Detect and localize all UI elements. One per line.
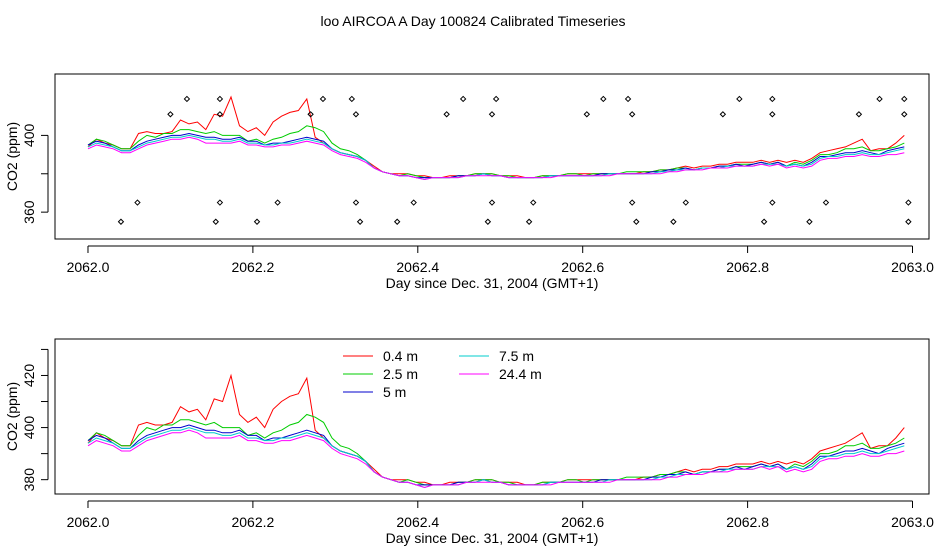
flag-point [600, 95, 607, 103]
flag-point [319, 95, 327, 103]
top-y-axis: 360 400 [21, 124, 49, 224]
bottom-x-axis-label: Day since Dec. 31, 2004 (GMT+1) [386, 530, 599, 546]
flag-point [352, 199, 360, 206]
bottom-y-axis: 380 400 420 [21, 348, 49, 492]
flag-point [769, 95, 776, 103]
flag-point [134, 199, 141, 206]
legend: 0.4 m 2.5 m 5 m 7.5 m 24.4 m [343, 348, 542, 400]
figure-title: loo AIRCOA A Day 100824 Calibrated Times… [320, 13, 625, 29]
flag-point [905, 199, 912, 206]
flag-point [822, 199, 830, 206]
x-tick-label: 2062.8 [726, 259, 769, 275]
flag-point [167, 111, 174, 118]
top-panel: 2062.0 2062.2 2062.4 2062.6 2062.8 2063.0 360… [4, 73, 934, 291]
x-tick-label: 2062.0 [67, 514, 110, 530]
flag-point [307, 111, 314, 118]
flag-point [410, 199, 417, 206]
legend-label: 7.5 m [499, 348, 534, 364]
flag-point [583, 111, 591, 118]
flag-point [212, 218, 219, 225]
flag-point [901, 111, 908, 118]
flag-point [670, 218, 677, 225]
x-tick-label: 2062.6 [561, 514, 604, 530]
top-x-axis-label: Day since Dec. 31, 2004 (GMT+1) [386, 275, 599, 291]
y-tick-label: 380 [21, 468, 37, 492]
bottom-y-axis-label: CO2 (ppm) [4, 382, 20, 451]
flag-point [348, 95, 356, 103]
flag-point [488, 199, 496, 206]
y-tick-label: 420 [21, 364, 37, 388]
x-tick-label: 2062.2 [231, 259, 274, 275]
flag-point [769, 111, 776, 118]
flag-point [183, 95, 191, 103]
bottom-series-lines [87, 373, 905, 489]
bottom-plot-frame [54, 338, 930, 495]
series-line-24-4-m [87, 429, 905, 489]
x-tick-label: 2062.2 [231, 514, 274, 530]
flag-point [806, 218, 813, 225]
flag-point [628, 199, 636, 206]
y-tick-label: 400 [21, 124, 37, 148]
x-tick-label: 2062.6 [561, 259, 604, 275]
x-tick-label: 2063.0 [891, 514, 934, 530]
flag-point [633, 218, 640, 225]
series-line-5-m [87, 424, 905, 486]
top-y-axis-label: CO2 (ppm) [4, 122, 20, 191]
flag-point [530, 199, 537, 206]
flag-point [459, 95, 467, 103]
flag-point [736, 95, 743, 103]
flag-point [393, 218, 401, 225]
x-tick-label: 2063.0 [891, 259, 934, 275]
legend-label: 0.4 m [383, 348, 418, 364]
series-line-5-m [87, 132, 905, 179]
flag-point [356, 218, 364, 225]
legend-label: 5 m [383, 384, 406, 400]
x-tick-label: 2062.4 [396, 514, 439, 530]
bottom-x-axis: 2062.0 2062.2 2062.4 2062.6 2062.8 2063.0 [67, 500, 934, 530]
flag-point [488, 111, 496, 118]
flag-point [760, 218, 768, 225]
x-tick-label: 2062.4 [396, 259, 439, 275]
flag-point [253, 218, 261, 225]
flag-point [492, 95, 500, 103]
series-line-2-5-m [87, 413, 905, 486]
x-tick-label: 2062.8 [726, 514, 769, 530]
top-flag-points [117, 95, 912, 225]
flag-point [525, 218, 533, 225]
legend-label: 2.5 m [383, 366, 418, 382]
flag-point [484, 218, 492, 225]
series-line-24-4-m [87, 136, 905, 181]
y-tick-label: 360 [21, 200, 37, 224]
flag-point [274, 199, 281, 206]
flag-point [905, 218, 912, 225]
series-line-7-5-m [87, 134, 905, 181]
flag-point [443, 111, 450, 118]
top-series-lines [87, 95, 905, 181]
flag-point [855, 111, 863, 118]
series-line-2-5-m [87, 125, 905, 179]
flag-point [216, 95, 224, 103]
flag-point [628, 111, 636, 118]
y-tick-label: 400 [21, 416, 37, 440]
flag-point [876, 95, 883, 103]
flag-point [624, 95, 632, 103]
legend-label: 24.4 m [499, 366, 542, 382]
flag-point [352, 111, 360, 118]
flag-point [117, 218, 125, 225]
top-plot-frame [54, 73, 930, 240]
top-x-axis: 2062.0 2062.2 2062.4 2062.6 2062.8 2063.0 [67, 245, 934, 275]
series-line-7-5-m [87, 427, 905, 489]
flag-point [216, 199, 224, 206]
x-tick-label: 2062.0 [67, 259, 110, 275]
flag-point [682, 199, 689, 206]
flag-point [719, 111, 727, 118]
flag-point [901, 95, 908, 103]
flag-point [216, 111, 224, 118]
flag-point [769, 199, 776, 206]
bottom-panel: 2062.0 2062.2 2062.4 2062.6 2062.8 2063.0 380… [4, 338, 934, 546]
